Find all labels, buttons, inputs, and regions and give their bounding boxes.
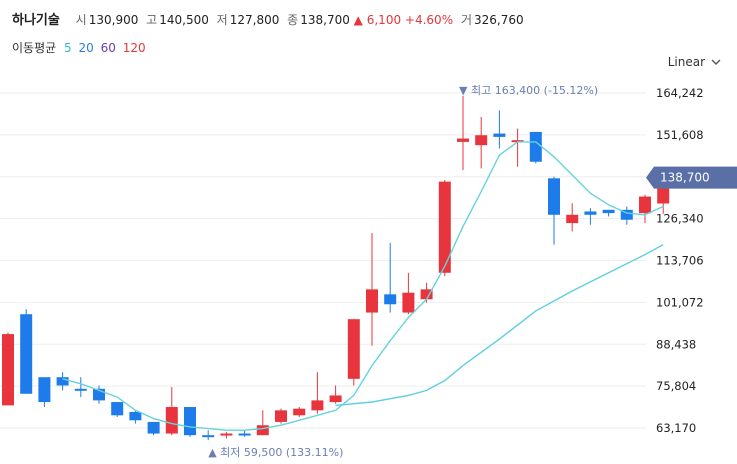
low-label: 저 [216,13,228,27]
moving-average-title: 이동평균 [12,41,57,55]
y-tick-label: 151,608 [656,128,704,142]
candle-body[interactable] [457,138,469,142]
candle-body[interactable] [20,314,33,394]
candle-body[interactable] [384,294,397,305]
candle-body[interactable] [475,135,488,146]
close-value: 138,700 [300,13,350,27]
moving-average-legend[interactable]: 이동평균 5 20 60 120 [12,39,149,56]
chevron-down-icon [711,55,721,69]
candle-body[interactable] [347,319,360,379]
candle-body[interactable] [311,400,324,411]
candle-body[interactable] [275,410,287,422]
ma-period-60[interactable]: 60 [100,41,116,55]
current-price-tag [646,166,737,189]
y-tick-label: 75,804 [656,379,696,393]
open-label: 시 [75,13,87,27]
volume-label: 거 [460,13,472,27]
y-tick-label: 164,242 [656,86,704,100]
scale-dropdown[interactable]: Linear [668,55,721,69]
stock-name: 하나기술 [12,13,60,28]
y-tick-label: 113,706 [656,254,704,268]
y-tick-label: 126,340 [656,212,704,226]
y-tick-label: 63,170 [656,421,696,435]
candle-body[interactable] [438,181,451,273]
candle-body[interactable] [402,292,415,313]
candle-body[interactable] [620,209,633,220]
low-value: 127,800 [229,13,280,27]
candle-body[interactable] [184,407,196,436]
ma-period-5[interactable]: 5 [64,41,72,55]
candle-body[interactable] [93,388,105,401]
change-value: 6,100 [366,13,402,27]
high-annotation: ▼ 최고 163,400 (-15.12%) [459,84,598,97]
candle-body[interactable] [529,131,542,162]
ma-period-120[interactable]: 120 [122,41,146,55]
candle-body[interactable] [566,214,579,224]
ma5-line [62,141,664,431]
candle-body[interactable] [256,425,269,436]
candle-body[interactable] [584,211,597,215]
candle-body[interactable] [2,334,14,406]
candle-body[interactable] [548,178,560,215]
ma20-line [335,243,664,407]
candle-body[interactable] [602,209,615,214]
candle-body[interactable] [202,435,215,438]
candle-body[interactable] [238,433,251,436]
candle-body[interactable] [147,421,160,434]
open-value: 130,900 [88,13,139,27]
y-tick-label: 101,072 [656,295,704,309]
ma-period-20[interactable]: 20 [78,41,94,55]
candle-body[interactable] [38,377,51,403]
current-price-label: 138,700 [660,171,710,185]
scale-label: Linear [667,55,705,69]
candle-body[interactable] [129,411,142,421]
quote-header: 하나기술 시 130,900 고 140,500 저 127,800 종 138,700… [12,9,524,29]
close-label: 종 [287,13,299,27]
candle-body[interactable] [293,408,306,416]
low-annotation: ▲ 최저 59,500 (133.11%) [208,446,343,459]
candle-body[interactable] [165,407,178,434]
high-label: 고 [146,13,158,27]
candle-body[interactable] [111,402,124,416]
candle-body[interactable] [74,388,87,391]
candle-body[interactable] [639,196,651,214]
candle-body[interactable] [366,289,378,313]
candle-body[interactable] [56,377,69,386]
high-value: 140,500 [159,13,209,27]
candle-body[interactable] [329,395,342,403]
candle-body[interactable] [493,133,506,137]
y-tick-label: 88,438 [656,337,696,351]
candle-body[interactable] [220,433,233,436]
candle-body[interactable] [420,289,433,300]
change-arrow: ▲ [353,13,363,27]
volume-value: 326,760 [473,13,524,27]
change-percent: +4.60% [404,13,454,27]
